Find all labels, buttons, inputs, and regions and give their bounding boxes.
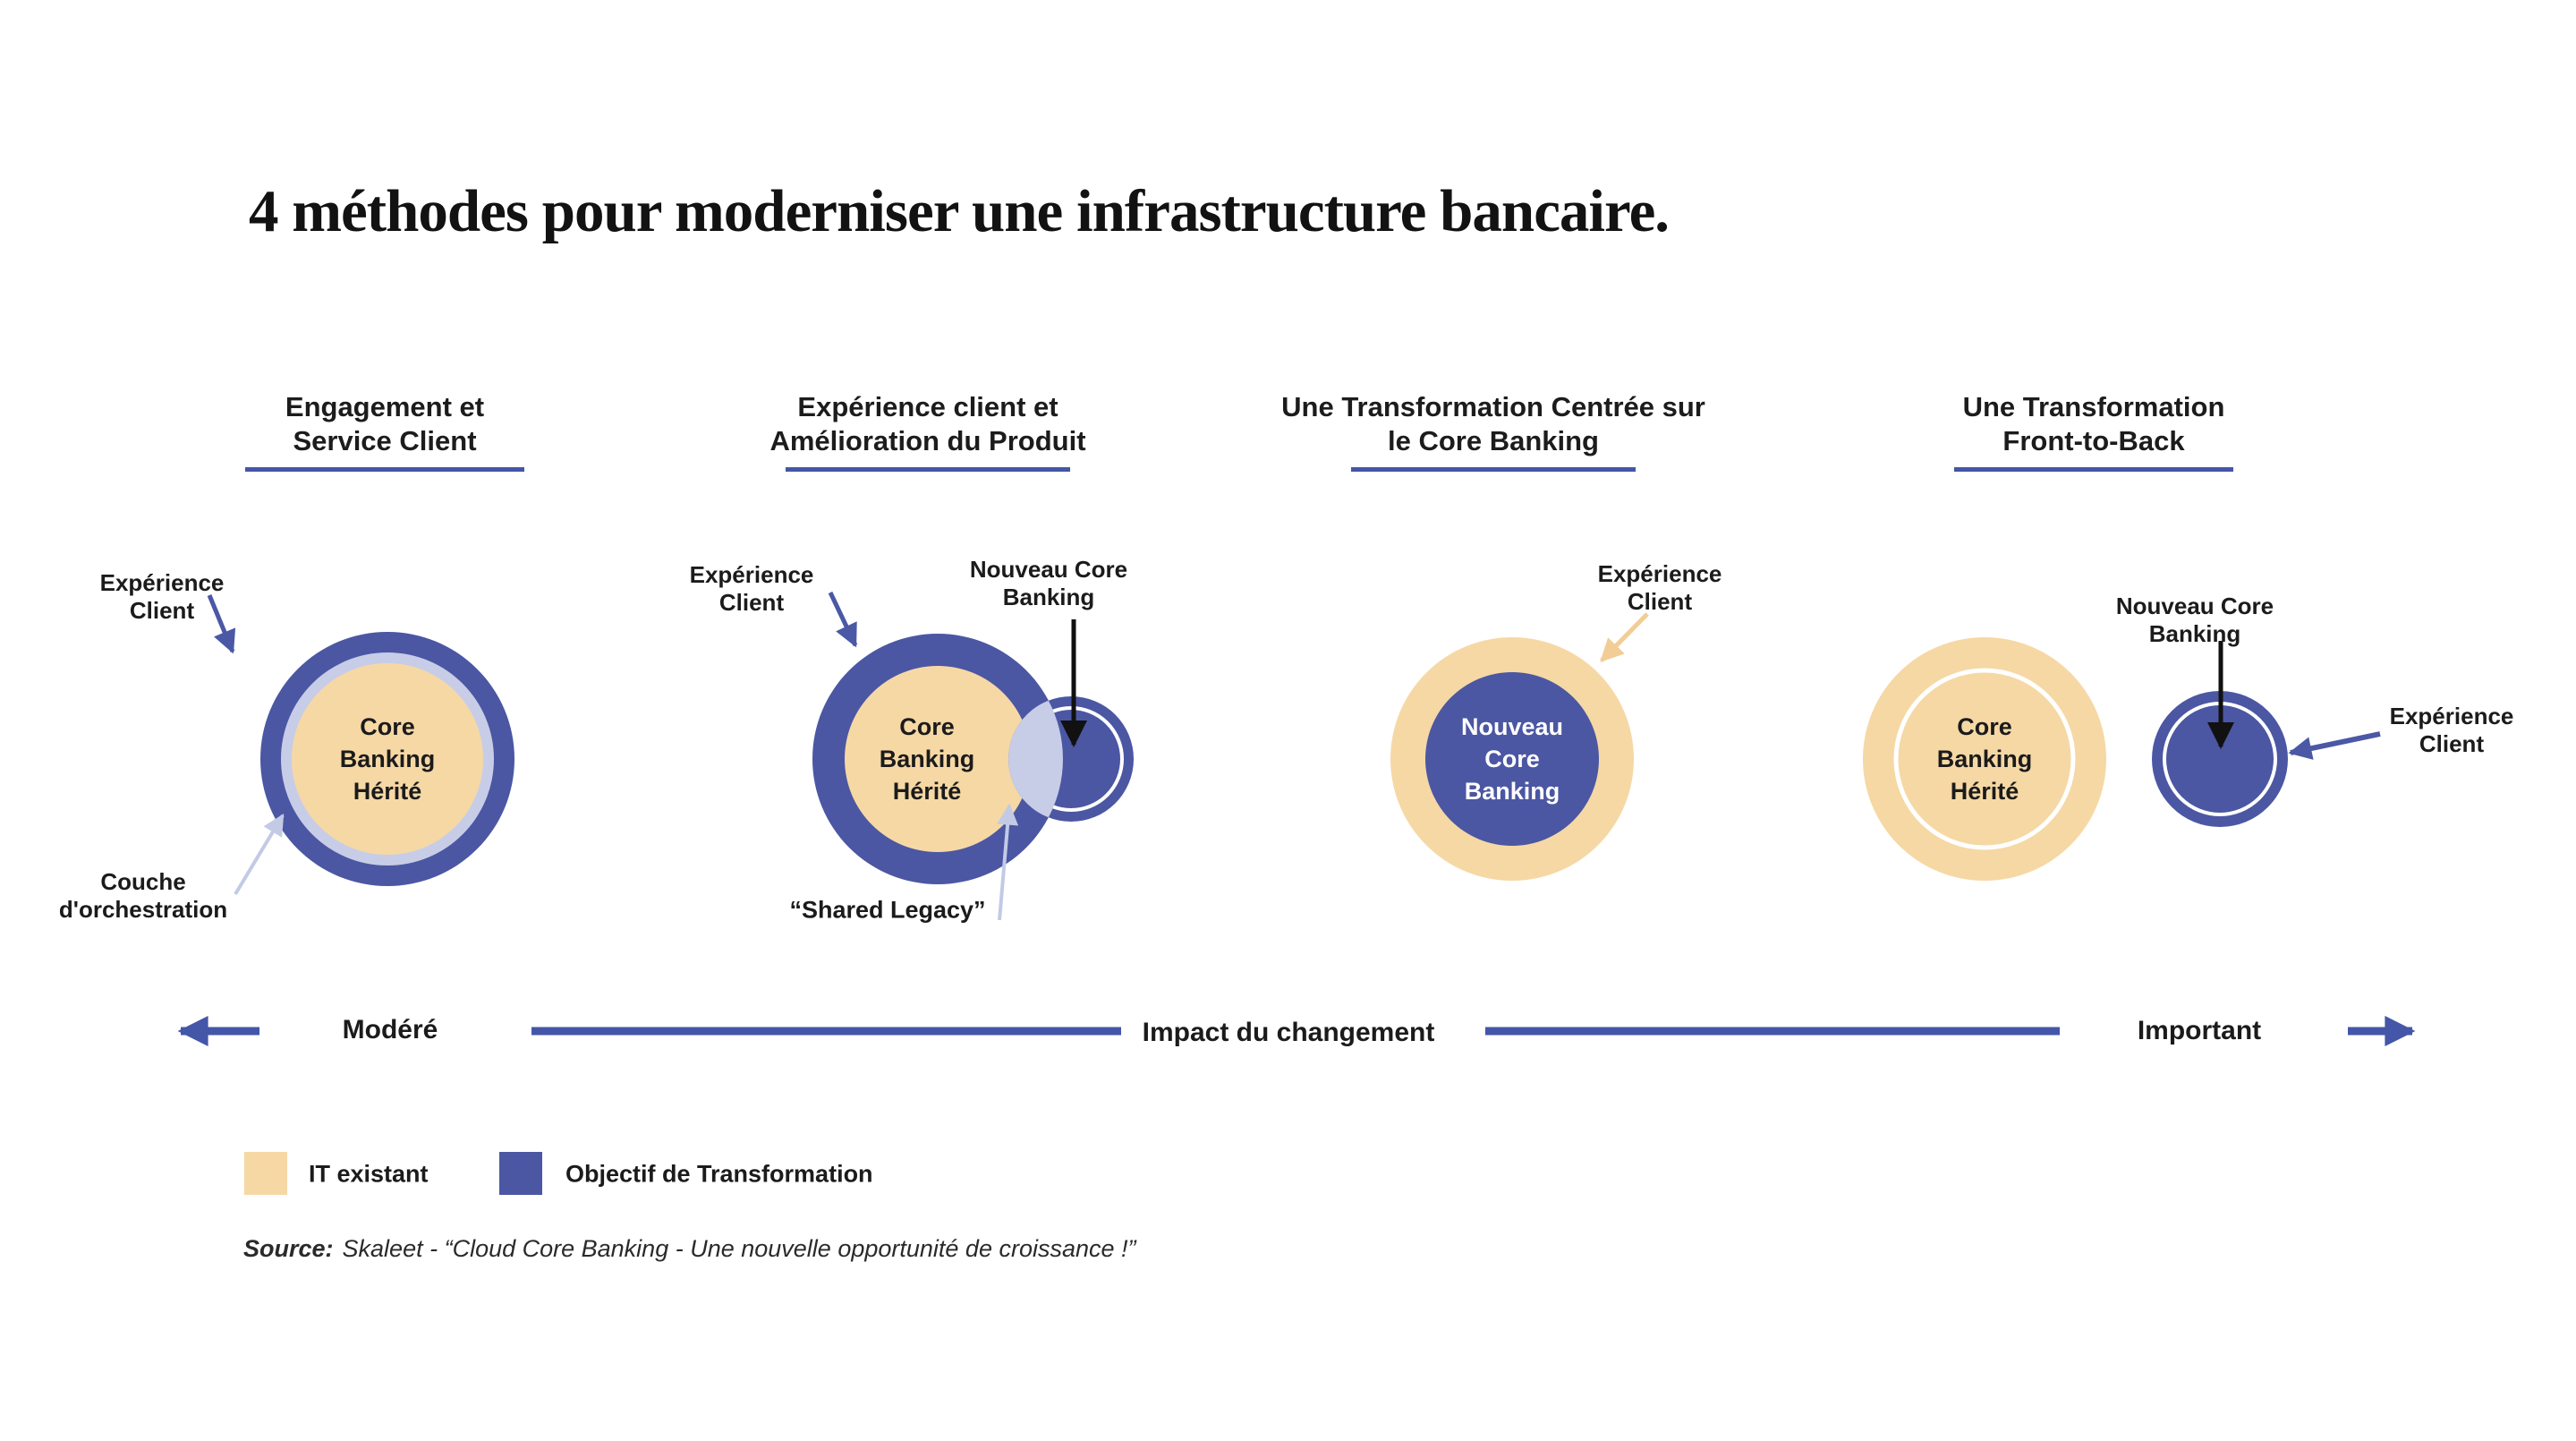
legacy-core-circle (292, 663, 483, 855)
header-underline (245, 467, 524, 472)
header-line: Une Transformation Centrée sur (1281, 391, 1705, 422)
column-header-engagement: Engagement et Service Client (285, 390, 484, 458)
header-underline (1954, 467, 2233, 472)
header-line: Une Transformation (1962, 391, 2225, 422)
new-core-circle (1425, 672, 1599, 846)
label-experience-client: Expérience Client (1597, 560, 1722, 615)
experience-client-arrow (828, 591, 858, 648)
legacy-core-inner-ring (1893, 668, 2076, 850)
page-title: 4 méthodes pour moderniser une infrastru… (249, 178, 1670, 244)
diagram-core-centric (1390, 612, 1649, 881)
label-nouveau-core-banking: Nouveau Core Banking (2115, 593, 2274, 647)
column-header-core-banking: Une Transformation Centrée sur le Core B… (1281, 390, 1705, 458)
source-text: Skaleet - “Cloud Core Banking - Une nouv… (342, 1235, 1136, 1262)
orchestration-arrow (234, 813, 285, 896)
new-core-circle (2152, 691, 2288, 827)
legacy-core-text: Core Banking Hérité (1936, 713, 2033, 805)
diagram-engagement (207, 594, 514, 896)
axis-label-modere: Modéré (342, 1015, 438, 1045)
legacy-core-circle (845, 666, 1031, 852)
header-line: le Core Banking (1388, 425, 1599, 456)
label-nouveau-core-banking: Nouveau Core Banking (969, 556, 1128, 610)
legacy-core-text: Core Banking Hérité (339, 713, 436, 805)
column-header-front-to-back: Une Transformation Front-to-Back (1963, 390, 2225, 458)
experience-client-arrow (2288, 731, 2381, 760)
label-couche-orchestration: Couche d'orchestration (58, 868, 228, 923)
legend-label-objectif: Objectif de Transformation (565, 1160, 873, 1188)
legacy-core-text: Core Banking Hérité (879, 713, 975, 805)
header-underline (786, 467, 1070, 472)
header-line: Service Client (293, 425, 477, 456)
shared-legacy-arrow (997, 803, 1019, 921)
experience-client-arrow (1600, 612, 1649, 662)
axis-label-impact: Impact du changement (1142, 1018, 1435, 1047)
legend-swatch-it-existant (244, 1152, 287, 1195)
legend-swatch-objectif (499, 1152, 542, 1195)
source-prefix: Source: (243, 1235, 334, 1262)
label-experience-client: Expérience Client (99, 569, 225, 624)
label-shared-legacy: “Shared Legacy” (789, 896, 986, 924)
label-experience-client: Expérience Client (689, 561, 814, 616)
source-line: Source: Skaleet - “Cloud Core Banking - U… (243, 1235, 1136, 1263)
header-line: Front-to-Back (2002, 425, 2185, 456)
header-underline (1351, 467, 1636, 472)
experience-client-arrow (207, 594, 236, 654)
header-line: Engagement et (285, 391, 485, 422)
header-line: Amélioration du Produit (769, 425, 1086, 456)
shared-legacy-lens (1008, 700, 1063, 818)
column-header-experience-produit: Expérience client et Amélioration du Pro… (769, 390, 1085, 458)
legacy-core-circle (1863, 637, 2106, 881)
diagram-experience-produit (812, 591, 1134, 921)
axis-label-important: Important (2137, 1016, 2262, 1045)
header-line: Expérience client et (797, 391, 1058, 422)
label-experience-client: Expérience Client (2389, 703, 2514, 757)
legend-label-it-existant: IT existant (309, 1160, 429, 1188)
new-core-text: Nouveau Core Banking (1460, 713, 1564, 805)
diagram-front-to-back (1863, 637, 2381, 881)
